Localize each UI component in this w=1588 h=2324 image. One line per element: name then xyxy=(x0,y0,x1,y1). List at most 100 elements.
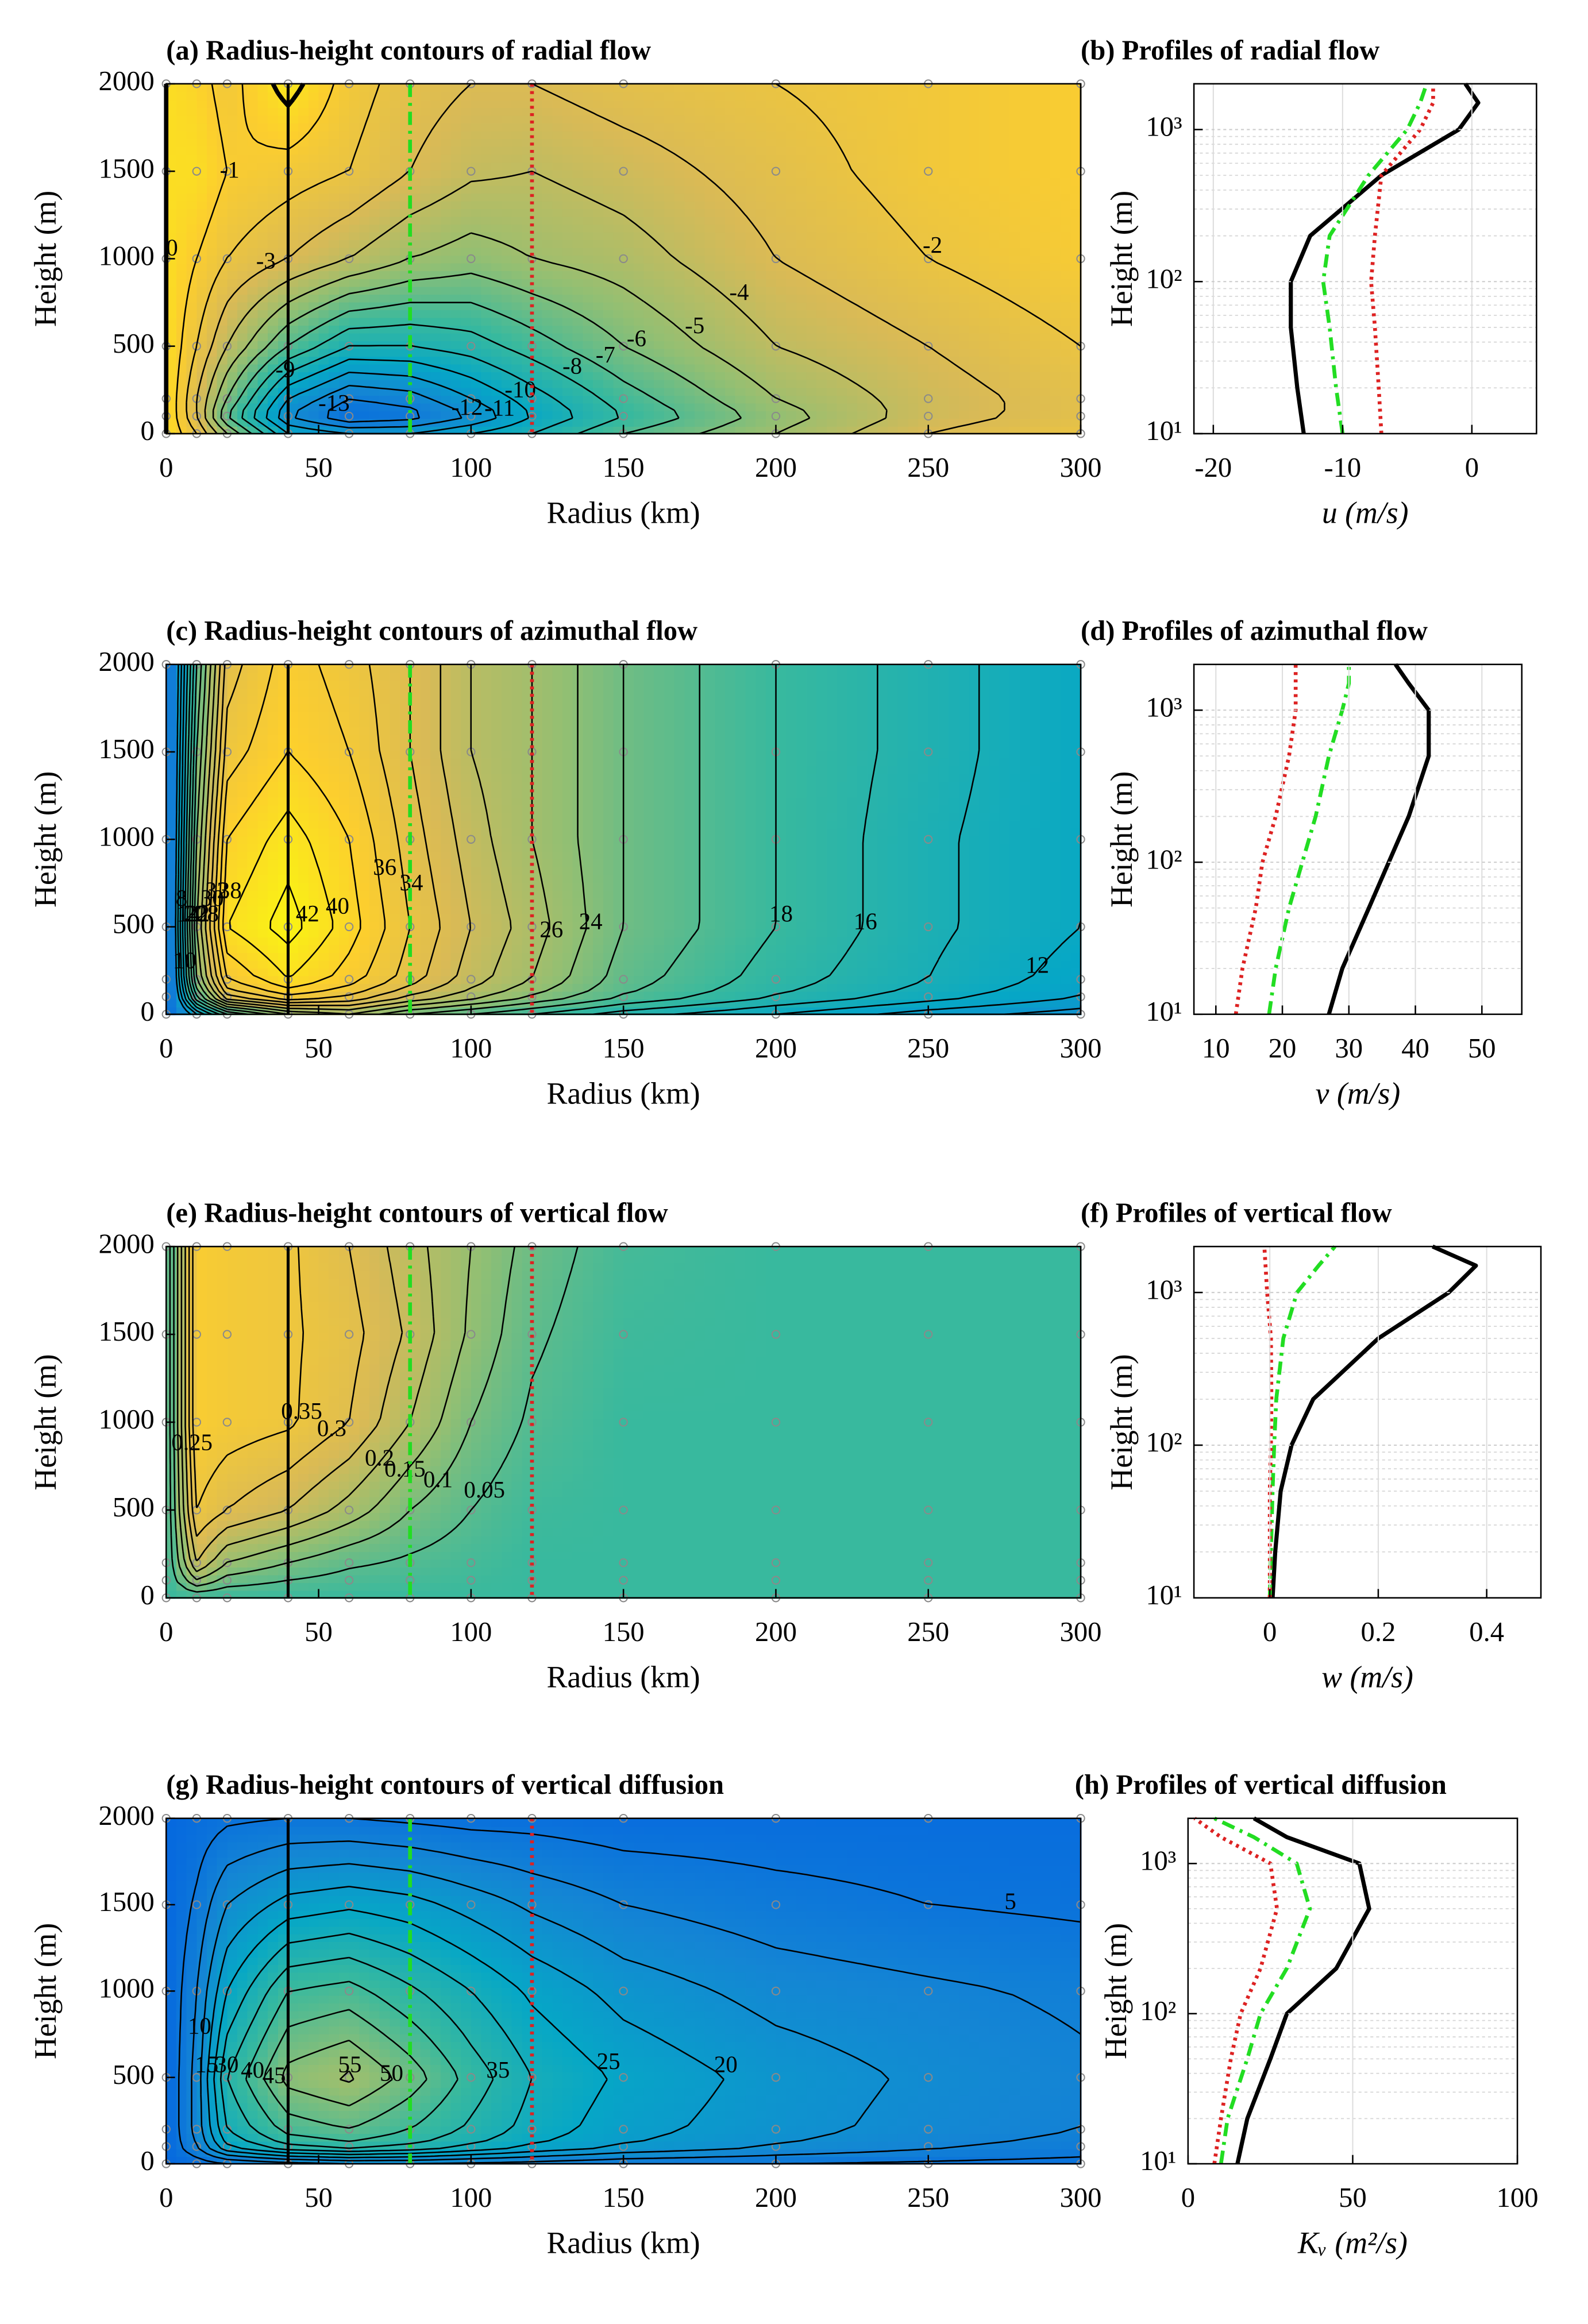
color-cell xyxy=(969,262,980,271)
color-cell xyxy=(1040,379,1051,388)
color-cell xyxy=(847,107,858,115)
color-cell xyxy=(634,302,645,310)
color-cell xyxy=(583,379,593,388)
color-cell xyxy=(664,395,675,403)
color-cell xyxy=(969,115,980,123)
color-cell xyxy=(359,364,370,372)
color-cell xyxy=(898,348,909,357)
color-cell xyxy=(268,107,279,115)
color-cell xyxy=(491,84,502,92)
color-cell xyxy=(380,154,391,163)
color-cell xyxy=(735,231,746,240)
color-cell xyxy=(989,262,1000,271)
color-cell xyxy=(298,325,309,333)
color-cell xyxy=(1009,107,1020,115)
color-cell xyxy=(268,130,279,139)
color-cell xyxy=(1009,84,1020,92)
color-cell xyxy=(837,968,848,976)
color-cell xyxy=(593,208,604,217)
color-cell xyxy=(816,960,827,968)
color-cell xyxy=(715,372,726,380)
color-cell xyxy=(227,410,238,419)
color-cell xyxy=(319,138,330,147)
color-cell xyxy=(502,325,512,333)
color-cell xyxy=(481,91,492,100)
color-cell xyxy=(959,999,970,1007)
color-cell xyxy=(898,146,909,155)
color-cell xyxy=(735,952,746,961)
color-cell xyxy=(1061,123,1071,132)
color-cell xyxy=(837,247,848,256)
color-cell xyxy=(390,115,400,123)
color-cell xyxy=(776,208,787,217)
color-cell xyxy=(979,294,990,302)
color-cell xyxy=(430,975,441,984)
color-cell xyxy=(776,278,787,287)
color-cell xyxy=(806,146,817,155)
color-cell xyxy=(1009,177,1020,186)
color-cell xyxy=(766,271,777,279)
color-cell xyxy=(593,84,604,92)
color-cell xyxy=(715,255,726,264)
color-cell xyxy=(339,138,350,147)
color-cell xyxy=(512,130,523,139)
color-cell xyxy=(257,309,268,318)
color-cell xyxy=(1000,146,1011,155)
color-cell xyxy=(888,115,899,123)
color-cell xyxy=(542,278,553,287)
color-cell xyxy=(857,192,868,201)
color-cell xyxy=(1061,192,1071,201)
color-cell xyxy=(1050,348,1061,357)
color-cell xyxy=(1000,271,1011,279)
color-cell xyxy=(695,91,706,100)
color-cell xyxy=(390,952,400,961)
color-cell xyxy=(684,185,695,194)
color-cell xyxy=(248,192,259,201)
color-cell xyxy=(562,107,573,115)
color-cell xyxy=(938,968,949,976)
color-cell xyxy=(1070,115,1081,123)
color-cell xyxy=(674,309,685,318)
color-cell xyxy=(430,278,441,287)
color-cell xyxy=(471,200,482,209)
color-cell xyxy=(176,317,187,326)
color-cell xyxy=(888,161,899,170)
color-cell xyxy=(979,192,990,201)
color-cell xyxy=(877,247,888,256)
color-cell xyxy=(1040,983,1051,992)
color-cell xyxy=(329,185,340,194)
color-cell xyxy=(1009,952,1020,961)
color-cell xyxy=(603,387,614,396)
color-cell xyxy=(634,115,645,123)
color-cell xyxy=(349,84,360,92)
color-cell xyxy=(196,341,207,349)
color-cell xyxy=(969,975,980,984)
color-cell xyxy=(491,115,502,123)
color-cell xyxy=(1030,154,1041,163)
color-cell xyxy=(481,247,492,256)
color-cell xyxy=(309,84,319,92)
color-cell xyxy=(390,231,400,240)
color-cell xyxy=(857,255,868,264)
color-cell xyxy=(827,208,838,217)
color-cell xyxy=(309,333,319,341)
color-cell xyxy=(1000,216,1011,225)
color-cell xyxy=(207,146,218,155)
color-cell xyxy=(309,161,319,170)
color-cell xyxy=(745,146,756,155)
color-cell xyxy=(1009,115,1020,123)
color-cell xyxy=(735,247,746,256)
color-cell xyxy=(796,325,807,333)
color-cell xyxy=(512,255,523,264)
color-cell xyxy=(634,975,645,984)
color-cell xyxy=(989,255,1000,264)
color-cell xyxy=(796,177,807,186)
color-cell xyxy=(430,255,441,264)
color-cell xyxy=(888,309,899,318)
color-cell xyxy=(705,387,716,396)
color-cell xyxy=(380,84,391,92)
color-cell xyxy=(248,161,259,170)
color-cell xyxy=(512,115,523,123)
color-cell xyxy=(888,403,899,411)
color-cell xyxy=(857,379,868,388)
